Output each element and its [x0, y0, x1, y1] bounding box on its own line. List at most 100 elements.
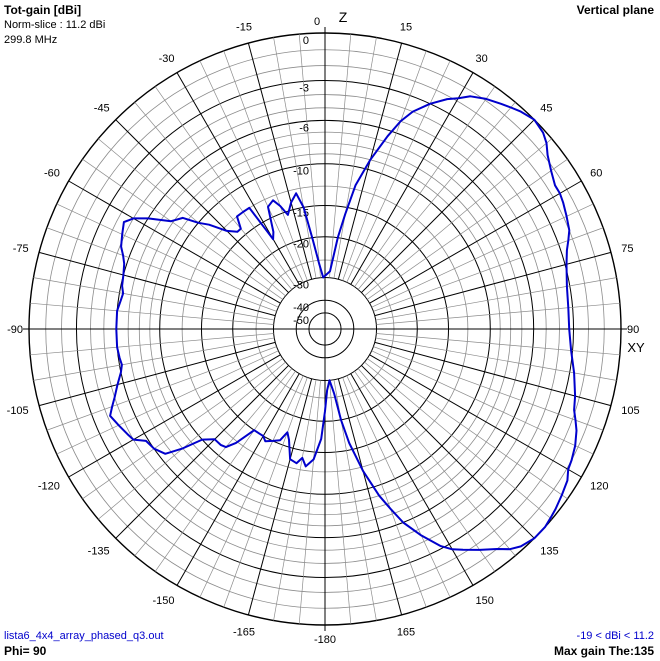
grid-spoke	[98, 361, 286, 520]
grid-spoke	[342, 377, 427, 608]
radial-tick-label: -10	[293, 166, 309, 178]
grid-spoke	[376, 333, 620, 356]
radial-tick-label: -50	[293, 315, 309, 327]
angle-tick-label: 15	[400, 22, 412, 34]
gain-trace-group	[109, 95, 578, 551]
angle-tick-label: -75	[13, 243, 29, 255]
norm-slice-label: Norm-slice : 11.2 dBi	[4, 19, 106, 31]
grid-spoke	[46, 346, 277, 431]
gain-trace	[109, 95, 578, 551]
angle-tick-label: -135	[88, 545, 110, 557]
angle-tick-label: 75	[621, 243, 633, 255]
angle-tick-label: 165	[397, 626, 415, 638]
grid-spoke	[367, 158, 568, 300]
grid-spoke	[134, 368, 293, 556]
grid-spoke	[329, 34, 352, 278]
polar-grid	[23, 27, 627, 631]
grid-spoke	[375, 277, 617, 321]
angle-tick-label: -165	[233, 626, 255, 638]
angle-tick-label: 45	[540, 103, 552, 115]
angle-tick-label: 150	[476, 595, 494, 607]
grid-spoke	[371, 350, 594, 455]
grid-spoke	[56, 350, 279, 455]
angle-tick-label: -15	[236, 22, 252, 34]
radial-tick-label: -6	[299, 122, 309, 134]
grid-spoke	[98, 138, 286, 297]
chart-title: Tot-gain [dBi]	[4, 3, 82, 17]
radial-tick-label: -30	[293, 280, 309, 292]
angle-tick-label: 90	[627, 324, 639, 336]
angle-tick-label: -45	[94, 103, 110, 115]
grid-spoke	[68, 354, 281, 478]
max-gain-label: Max gain The:135	[553, 644, 654, 658]
grid-spoke	[329, 380, 352, 624]
angle-tick-label: -120	[38, 481, 60, 493]
angle-tick-label: 30	[476, 53, 488, 65]
frequency-label: 299.8 MHz	[4, 34, 58, 46]
angle-tick-label: -30	[159, 53, 175, 65]
grid-spoke	[369, 180, 582, 304]
grid-spoke	[154, 371, 296, 572]
grid-spoke	[134, 102, 293, 290]
grid-spoke	[56, 203, 279, 308]
grid-spoke	[176, 72, 300, 285]
angle-tick-label: 60	[590, 168, 602, 180]
grid-spoke	[30, 302, 274, 325]
grid-spoke	[46, 227, 277, 312]
grid-spoke	[82, 358, 283, 500]
grid-spoke	[247, 378, 313, 616]
grid-spoke	[33, 337, 275, 381]
grid-spoke	[374, 251, 612, 317]
angle-tick-label: 105	[621, 405, 639, 417]
grid-spoke	[199, 375, 304, 598]
grid-spoke	[223, 377, 308, 608]
grid-spoke	[115, 365, 289, 539]
axis-label-z: Z	[339, 9, 348, 25]
grid-spoke	[357, 368, 516, 556]
grid-spoke	[346, 60, 451, 283]
grid-spoke	[223, 50, 308, 281]
grid-spoke	[364, 138, 552, 297]
grid-spoke	[115, 119, 289, 293]
radial-tick-label: -20	[293, 239, 309, 251]
grid-spoke	[38, 341, 276, 407]
grid-spoke	[374, 341, 612, 407]
radial-tick-label: -40	[293, 302, 309, 314]
grid-spoke	[337, 378, 403, 616]
radial-tick-labels: 0-3-6-10-15-20-30-40-50	[293, 35, 309, 327]
grid-spoke	[199, 60, 304, 283]
grid-spoke	[176, 373, 300, 586]
gain-range-label: -19 < dBi < 11.2	[576, 630, 654, 642]
grid-spoke	[354, 371, 496, 572]
grid-spoke	[369, 354, 582, 478]
grid-spoke	[373, 346, 604, 431]
radial-tick-label: 0	[303, 35, 309, 47]
plane-label: Vertical plane	[576, 3, 654, 17]
angle-tick-labels: 0 153045607590105120135150165-180-165-150…	[7, 16, 640, 646]
grid-spoke	[273, 37, 317, 279]
grid-spoke	[373, 227, 604, 312]
grid-spoke	[364, 361, 552, 520]
phi-label: Phi= 90	[4, 644, 47, 658]
angle-tick-label: -105	[7, 405, 29, 417]
grid-spoke	[342, 50, 427, 281]
angle-tick-label: 0	[314, 16, 320, 28]
grid-spoke	[346, 375, 451, 598]
grid-spoke	[298, 34, 321, 278]
grid-spoke	[376, 302, 620, 325]
grid-spoke	[82, 158, 283, 300]
radial-tick-label: -3	[299, 83, 309, 95]
grid-spoke	[361, 365, 535, 539]
grid-spoke	[33, 277, 275, 321]
angle-tick-label: -150	[152, 595, 174, 607]
grid-spoke	[357, 102, 516, 290]
angle-tick-label: 135	[540, 545, 558, 557]
grid-spoke	[350, 72, 474, 285]
grid-spoke	[298, 380, 321, 624]
grid-spoke	[38, 251, 276, 317]
angle-tick-label: 120	[590, 481, 608, 493]
axis-label-xy: XY	[627, 340, 645, 355]
grid-spoke	[375, 337, 617, 381]
grid-spoke	[371, 203, 594, 308]
